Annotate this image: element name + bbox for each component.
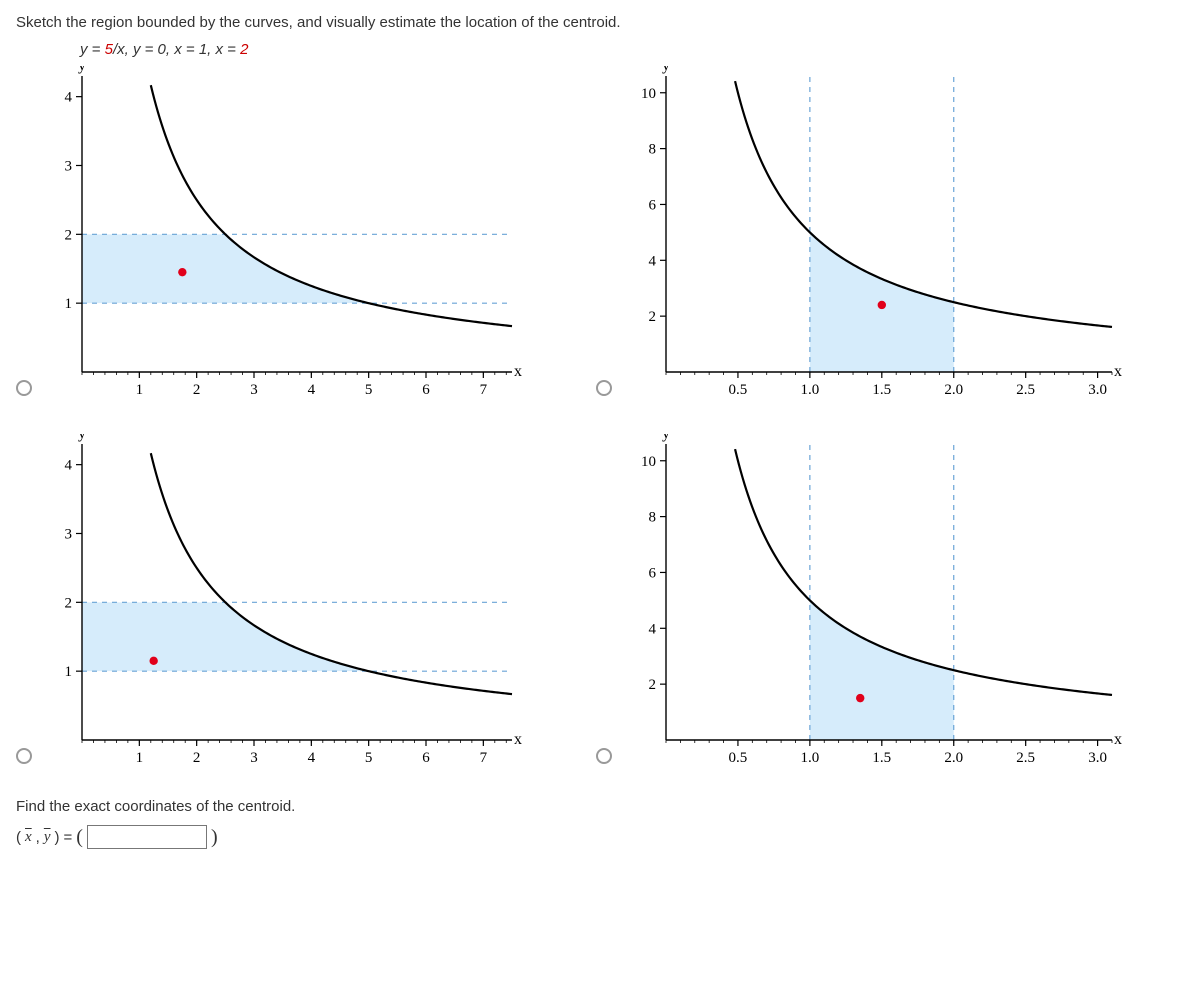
radio-d[interactable]: [596, 748, 612, 764]
option-c: 1 2 3 4 5 6 7 1 2 3 4 x y: [16, 434, 576, 774]
svg-text:3.0: 3.0: [1088, 750, 1107, 766]
plot-d: 0.5 1.0 1.5 2.0 2.5 3.0 2 4 6 8 10 x y: [622, 434, 1122, 774]
svg-text:4: 4: [649, 621, 657, 637]
svg-text:1: 1: [65, 296, 73, 312]
radio-b[interactable]: [596, 380, 612, 396]
svg-text:0.5: 0.5: [729, 382, 748, 398]
svg-text:0.5: 0.5: [729, 750, 748, 766]
radio-a[interactable]: [16, 380, 32, 396]
svg-text:4: 4: [65, 458, 73, 474]
svg-text:3: 3: [250, 382, 258, 398]
radio-c[interactable]: [16, 748, 32, 764]
svg-text:1.0: 1.0: [800, 382, 819, 398]
svg-text:x: x: [514, 731, 522, 748]
svg-text:4: 4: [65, 90, 73, 106]
svg-text:2: 2: [193, 382, 201, 398]
svg-text:1.5: 1.5: [872, 382, 891, 398]
svg-text:x: x: [1114, 731, 1122, 748]
svg-text:2: 2: [193, 750, 201, 766]
option-a: 1 2 3 4 5 6 7 1 2 3 4 x y: [16, 66, 576, 406]
svg-text:y: y: [78, 66, 86, 74]
svg-text:y: y: [78, 434, 86, 442]
svg-text:7: 7: [480, 382, 488, 398]
eq-red-2: 2: [240, 41, 248, 58]
svg-text:2.5: 2.5: [1016, 382, 1035, 398]
svg-text:3: 3: [250, 750, 258, 766]
svg-text:5: 5: [365, 382, 373, 398]
xbar: x: [25, 829, 32, 846]
eq-red-1: 5: [105, 41, 113, 58]
svg-text:2: 2: [649, 309, 657, 325]
svg-text:2: 2: [65, 595, 73, 611]
footer-question: Find the exact coordinates of the centro…: [16, 798, 1184, 815]
svg-text:4: 4: [649, 253, 657, 269]
svg-text:2.0: 2.0: [944, 382, 963, 398]
svg-text:4: 4: [308, 382, 316, 398]
svg-text:6: 6: [422, 750, 430, 766]
lparen-2: (: [76, 826, 83, 849]
svg-text:3: 3: [65, 158, 73, 174]
svg-text:2.5: 2.5: [1016, 750, 1035, 766]
lparen-1: (: [16, 829, 21, 846]
svg-text:6: 6: [649, 565, 657, 581]
svg-text:1.5: 1.5: [872, 750, 891, 766]
problem-statement: Sketch the region bounded by the curves,…: [16, 14, 1184, 31]
plot-c: 1 2 3 4 5 6 7 1 2 3 4 x y: [42, 434, 522, 774]
svg-text:10: 10: [641, 454, 656, 470]
svg-text:1.0: 1.0: [800, 750, 819, 766]
centroid-input[interactable]: [87, 825, 207, 849]
option-b: 0.5 1.0 1.5 2.0 2.5 3.0 2 4 6 8 10 x y: [596, 66, 1156, 406]
svg-text:x: x: [1114, 363, 1122, 380]
plot-b: 0.5 1.0 1.5 2.0 2.5 3.0 2 4 6 8 10 x y: [622, 66, 1122, 406]
svg-text:6: 6: [422, 382, 430, 398]
svg-text:5: 5: [365, 750, 373, 766]
rparen-1: ): [55, 829, 60, 846]
svg-text:1: 1: [136, 750, 144, 766]
svg-text:6: 6: [649, 197, 657, 213]
svg-text:2: 2: [65, 227, 73, 243]
svg-text:10: 10: [641, 86, 656, 102]
comma: ,: [36, 829, 40, 846]
eq-part-2: /x, y = 0, x = 1, x =: [113, 41, 240, 58]
svg-text:1: 1: [136, 382, 144, 398]
equals: =: [64, 829, 73, 846]
rparen-2: ): [211, 826, 218, 849]
svg-text:3: 3: [65, 526, 73, 542]
svg-text:1: 1: [65, 664, 73, 680]
svg-text:7: 7: [480, 750, 488, 766]
centroid-answer-line: ( x , y ) = ( ): [16, 825, 1184, 849]
svg-text:8: 8: [649, 510, 657, 526]
svg-text:x: x: [514, 363, 522, 380]
option-d: 0.5 1.0 1.5 2.0 2.5 3.0 2 4 6 8 10 x y: [596, 434, 1156, 774]
svg-text:y: y: [662, 434, 670, 442]
eq-part-1: y =: [80, 41, 105, 58]
svg-text:2.0: 2.0: [944, 750, 963, 766]
svg-text:2: 2: [649, 677, 657, 693]
svg-text:4: 4: [308, 750, 316, 766]
svg-text:3.0: 3.0: [1088, 382, 1107, 398]
plots-grid: 1 2 3 4 5 6 7 1 2 3 4 x y 0.5 1.0 1.5 2.0 2.5 3.0 2 4 6 8 10 x y…: [16, 66, 1156, 774]
svg-text:y: y: [662, 66, 670, 74]
ybar: y: [44, 829, 51, 846]
equation: y = 5/x, y = 0, x = 1, x = 2: [80, 41, 1184, 58]
plot-a: 1 2 3 4 5 6 7 1 2 3 4 x y: [42, 66, 522, 406]
svg-text:8: 8: [649, 142, 657, 158]
